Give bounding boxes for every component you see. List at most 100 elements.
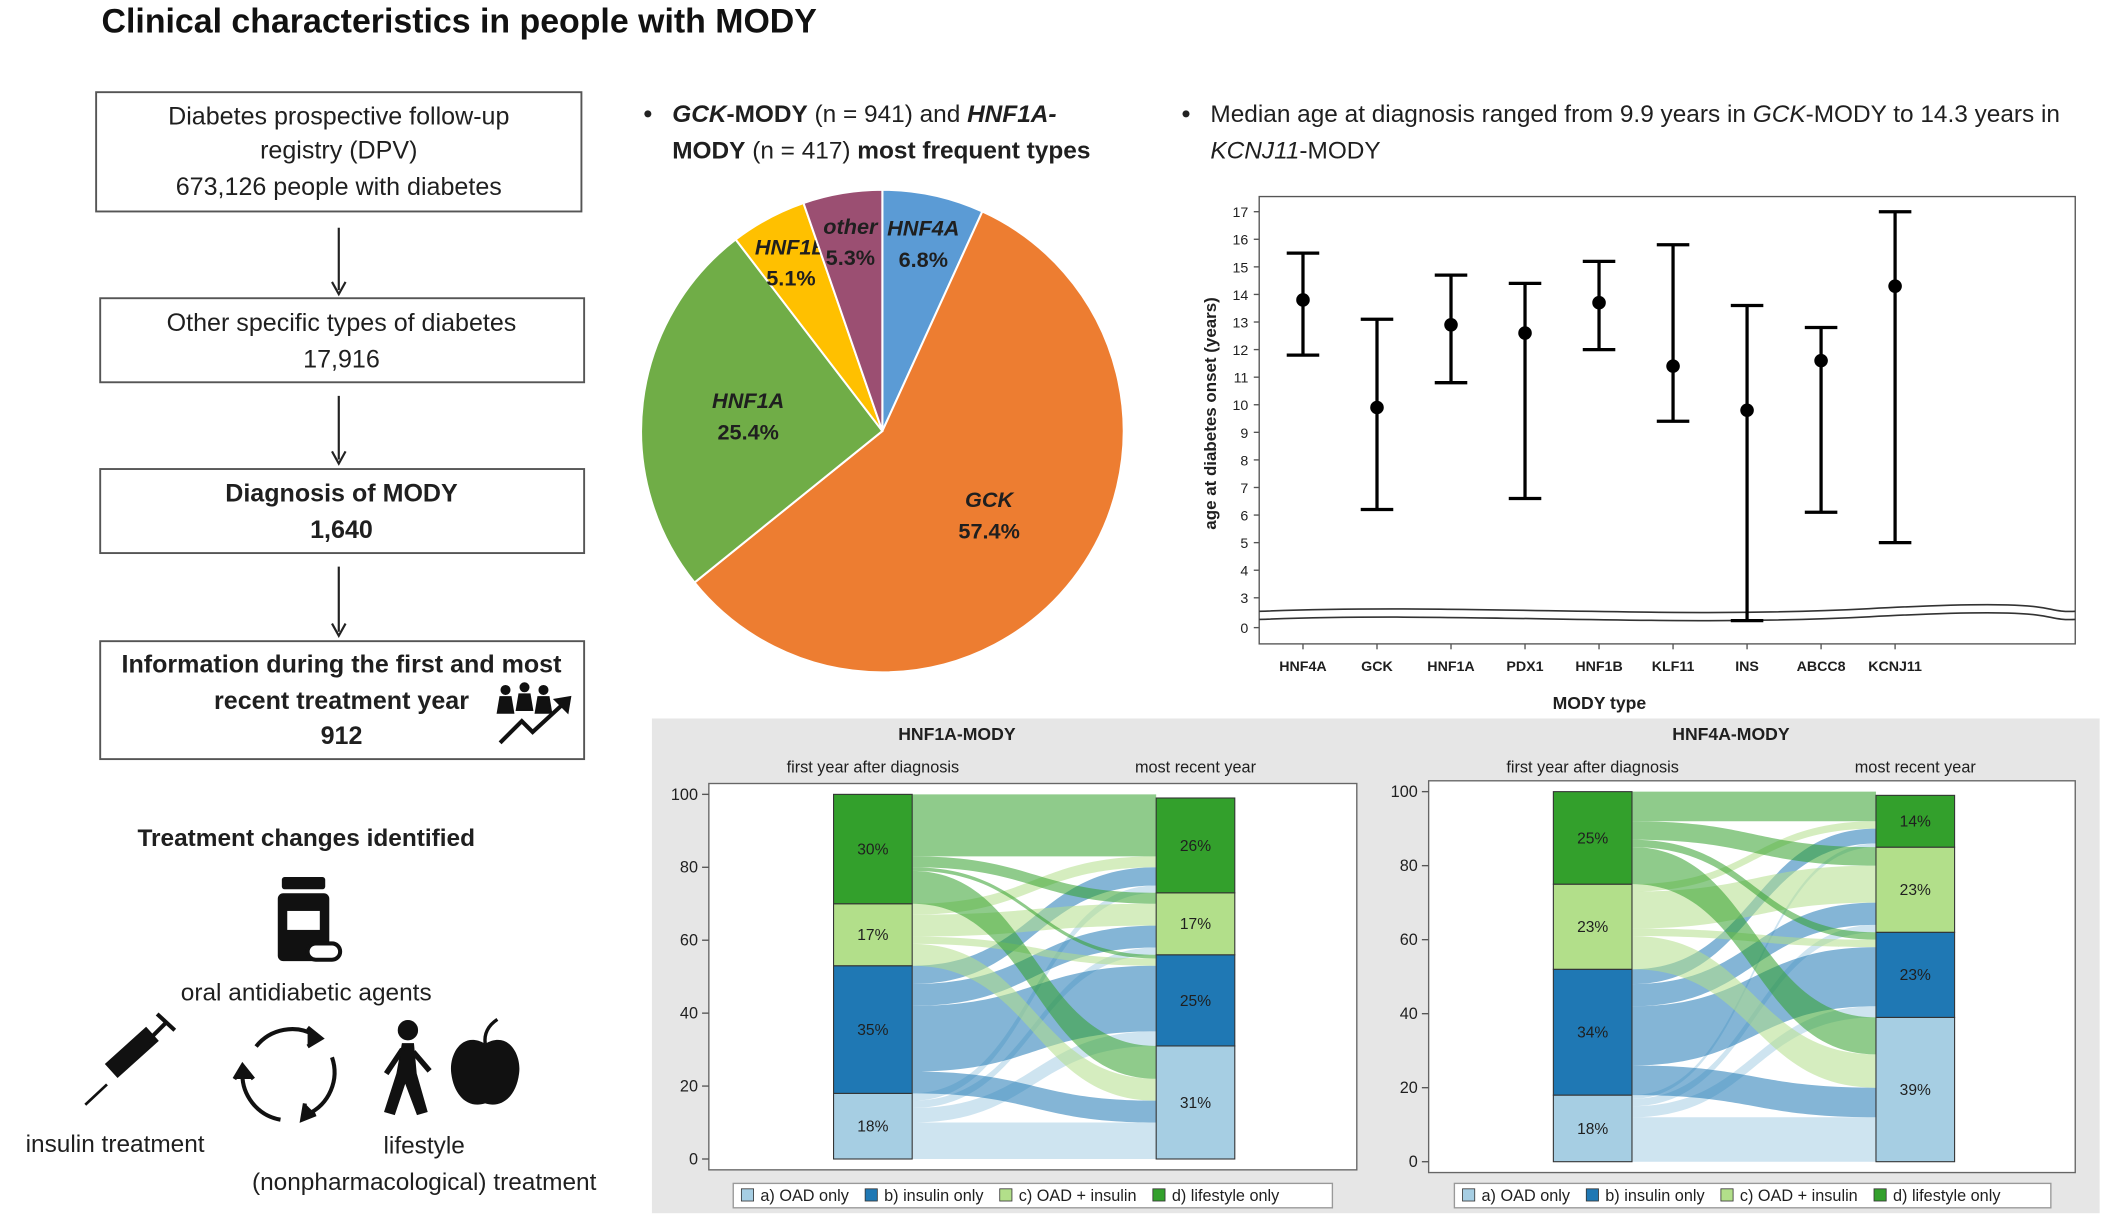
legend-label: d) lifestyle only: [1172, 1187, 1280, 1205]
y-tick-label: 15: [1233, 260, 1249, 276]
x-tick-label: HNF1A: [1427, 659, 1474, 675]
cycle-icon: [232, 1025, 337, 1123]
slice-value: 6.8%: [899, 247, 948, 272]
slice-value: 57.4%: [958, 518, 1019, 543]
flow: [1631, 865, 1876, 929]
median-dot: [1296, 293, 1310, 307]
bullet-dot: [644, 110, 652, 118]
x-tick-label: GCK: [1361, 659, 1393, 675]
y-tick-label: 0: [1409, 1153, 1418, 1171]
y-tick-label: 9: [1240, 426, 1248, 442]
column-title: most recent year: [1135, 759, 1257, 777]
y-tick-label: 100: [1391, 783, 1418, 801]
median-dot: [1740, 403, 1754, 418]
panel-title: HNF1A-MODY: [898, 724, 1016, 744]
y-axis-label: age at diabetes onset (years): [1201, 297, 1220, 530]
run: HNF1A-: [967, 101, 1056, 128]
y-tick-label: 16: [1233, 233, 1249, 249]
y-tick-label: 17: [1233, 205, 1249, 221]
bullet-text: MODY (n = 417) most frequent types: [672, 138, 1090, 165]
x-tick-label: KLF11: [1652, 659, 1695, 675]
bullet-text: KCNJ11-MODY: [1210, 138, 1380, 165]
flow: [1631, 935, 1876, 1088]
bar-label: 17%: [1180, 916, 1211, 933]
x-tick-label: INS: [1735, 659, 1759, 675]
flow: [1631, 821, 1876, 892]
flow: [912, 856, 1157, 904]
y-tick-label: 12: [1233, 343, 1249, 359]
legend-box: [1453, 1182, 2052, 1209]
pie-slice: [640, 238, 884, 584]
syringe-icon: [84, 1012, 177, 1106]
run: (n = 941) and: [808, 101, 967, 128]
median-dot: [1814, 353, 1828, 368]
axis-break: [1259, 603, 2076, 614]
median-dot: [1666, 359, 1680, 373]
flow-text: recent treatment year: [214, 687, 469, 715]
run: GCK: [672, 101, 729, 128]
y-tick-label: 40: [1400, 1005, 1418, 1023]
stacked-bar: [1552, 1094, 1633, 1163]
errorbar-bullet: Median age at diagnosis ranged from 9.9 …: [1182, 101, 2060, 165]
treatment-section: Treatment changes identified oral antidi…: [26, 825, 597, 1196]
stacked-bar: [1875, 794, 1956, 848]
treatment-label: insulin treatment: [26, 1131, 205, 1158]
slice-label: other: [823, 214, 879, 239]
bar-label: 34%: [1577, 1025, 1608, 1042]
stacked-bar: [1552, 968, 1633, 1096]
slice-label: HNF4A: [887, 216, 959, 241]
flow-box: [99, 468, 586, 555]
bar-label: 26%: [1180, 838, 1211, 855]
legend-swatch: [1152, 1188, 1166, 1202]
flow: [1631, 1117, 1876, 1162]
legend-swatch: [1873, 1188, 1887, 1202]
flow: [1631, 1065, 1876, 1118]
median-dot: [1518, 326, 1532, 340]
bar-label: 30%: [857, 841, 888, 858]
flow: [1631, 1006, 1876, 1118]
legend-swatch: [999, 1188, 1013, 1202]
run: (n = 417): [745, 138, 857, 165]
stacked-bar: [833, 793, 913, 905]
y-tick-label: 60: [680, 932, 698, 950]
slice-label: HNF1A: [712, 388, 784, 413]
flow: [1631, 839, 1876, 940]
legend-label: a) OAD only: [1482, 1187, 1571, 1205]
stacked-bar: [1155, 892, 1236, 956]
flow-text: Diabetes prospective follow-up: [168, 103, 509, 131]
y-tick-label: 60: [1400, 931, 1418, 949]
y-tick-label: 20: [1400, 1079, 1418, 1097]
bar-label: 18%: [1577, 1121, 1608, 1138]
panel-title: HNF4A-MODY: [1672, 724, 1790, 744]
walking-person-icon: [383, 1020, 432, 1116]
x-tick-label: KCNJ11: [1868, 659, 1922, 675]
legend-swatch: [1585, 1188, 1599, 1202]
legend-label: d) lifestyle only: [1893, 1187, 2001, 1205]
y-tick-label: 20: [680, 1077, 698, 1095]
stacked-bar: [1875, 1016, 1956, 1163]
median-dot: [1370, 400, 1384, 415]
flow: [912, 943, 1157, 1101]
legend-label: b) insulin only: [1605, 1187, 1705, 1205]
flow-text: Other specific types of diabetes: [167, 309, 517, 337]
flow: [912, 1122, 1157, 1159]
legend-swatch: [1462, 1188, 1476, 1202]
treatment-label: oral antidiabetic agents: [181, 979, 432, 1006]
flow-box: [95, 91, 583, 213]
treatment-label: (nonpharmacological) treatment: [252, 1169, 597, 1196]
slice-value: 25.4%: [717, 419, 778, 444]
flow: [1631, 843, 1876, 1099]
y-tick-label: 8: [1240, 453, 1248, 469]
median-dot: [1592, 295, 1606, 310]
stacked-bar: [1552, 883, 1633, 970]
flow-text: 912: [321, 722, 363, 750]
stacked-bar: [833, 965, 913, 1094]
slice-value: 5.1%: [766, 265, 815, 290]
stacked-bar: [833, 903, 913, 967]
flow: [1631, 821, 1876, 866]
y-tick-label: 100: [671, 786, 698, 804]
y-tick-label: 13: [1233, 315, 1249, 331]
bar-label: 18%: [857, 1119, 888, 1136]
